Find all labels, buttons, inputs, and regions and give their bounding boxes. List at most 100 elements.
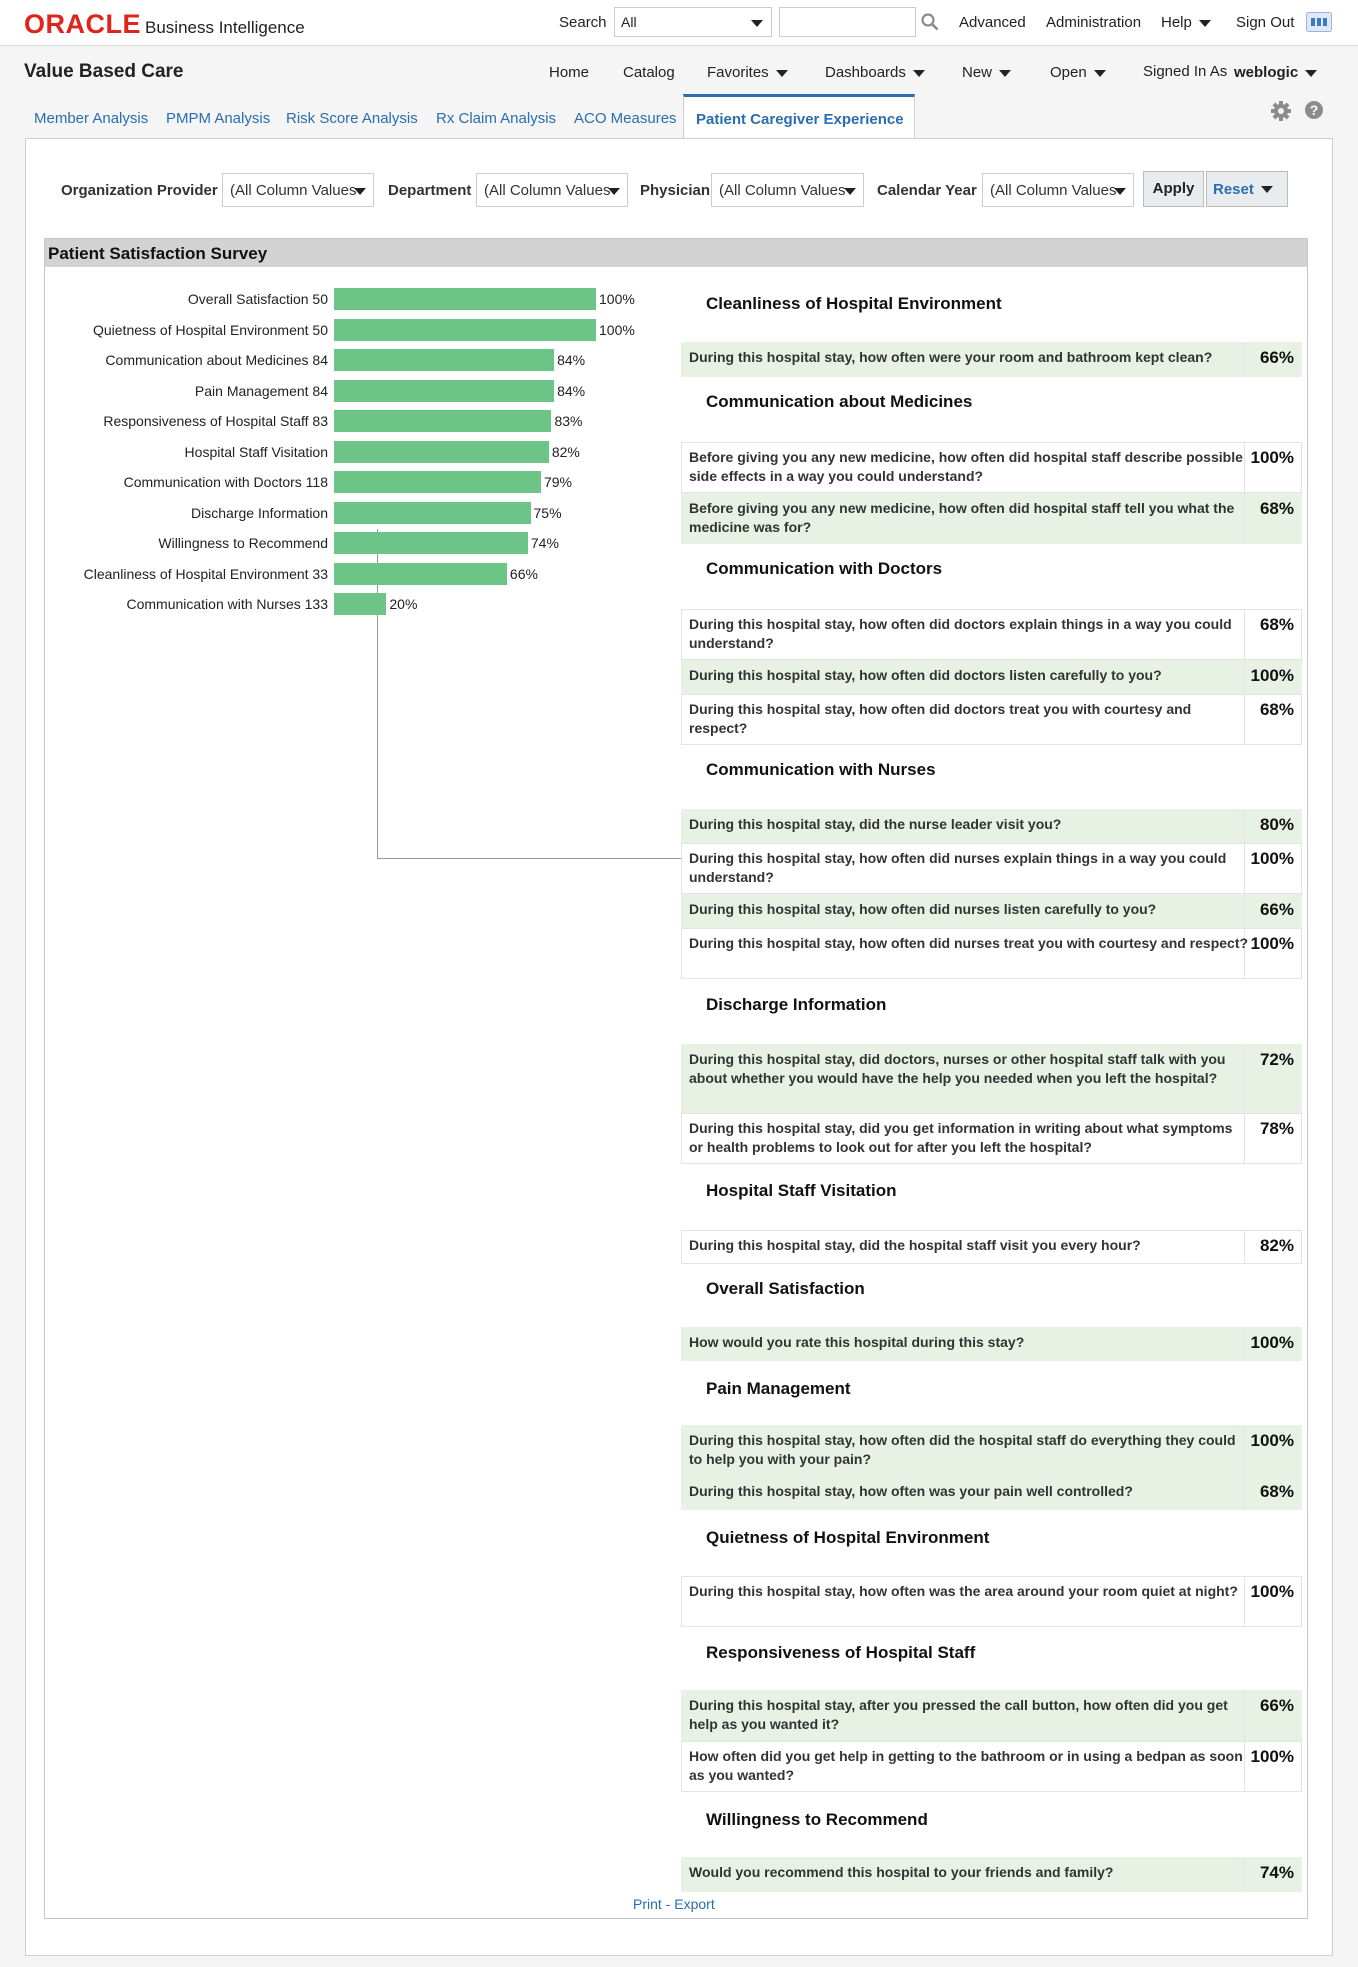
question-score: 100% [1250,1747,1294,1766]
section-title: Responsiveness of Hospital Staff [706,1643,976,1662]
prompt-year-select[interactable]: (All Column Values [982,173,1134,207]
search-input[interactable] [779,7,916,37]
column-divider [1244,661,1245,693]
tab-pmpm-analysis[interactable]: PMPM Analysis [166,110,271,127]
chart-bar[interactable] [334,562,507,585]
nav-catalog[interactable]: Catalog [623,64,675,81]
help-menu-label: Help [1161,14,1192,31]
bar-value-label: 75% [533,504,562,521]
question-score: 100% [1250,666,1294,685]
signed-in-label: Signed In As [1143,63,1228,80]
tab-patient-caregiver-experience[interactable]: Patient Caregiver Experience [683,94,915,139]
question-text: During this hospital stay, how often did… [689,701,1192,736]
survey-question-row: During this hospital stay, how often did… [681,894,1302,928]
prompt-phys-select[interactable]: (All Column Values [711,173,864,207]
prompt-org-select[interactable]: (All Column Values [222,173,374,207]
survey-question-row: During this hospital stay, how often was… [681,1476,1302,1510]
bar-value-label: 74% [530,535,559,551]
search-icon[interactable] [921,13,939,31]
chart-bar[interactable] [334,532,528,554]
column-divider [1244,929,1245,978]
column-divider [1244,443,1245,492]
chevron-down-icon [1305,69,1318,77]
column-divider [1244,1426,1245,1475]
svg-text:?: ? [1310,102,1319,118]
survey-question-row: During this hospital stay, after you pre… [681,1690,1302,1741]
chart-bar[interactable] [334,318,596,341]
question-score: 100% [1250,1582,1294,1601]
column-divider [1244,810,1245,842]
user-menu[interactable]: weblogic [1234,64,1318,81]
chevron-down-icon [1198,19,1211,27]
export-link[interactable]: Export [674,1896,715,1912]
chevron-down-icon [354,188,366,195]
chart-bar[interactable] [334,410,552,432]
chevron-down-icon [608,188,620,195]
question-text: During this hospital stay, how often was… [689,1483,1133,1499]
apply-button[interactable]: Apply [1143,171,1204,207]
question-text: How would you rate this hospital during … [689,1334,1025,1350]
tab-aco-measures[interactable]: ACO Measures [574,110,677,127]
question-score: 78% [1259,1119,1294,1138]
question-score: 80% [1259,815,1294,834]
column-divider [1244,494,1245,543]
nav-home[interactable]: Home [549,64,590,81]
gear-icon[interactable] [1270,100,1292,122]
column-divider [1244,1231,1245,1263]
app-switcher-icon[interactable] [1306,12,1332,32]
chart-bar[interactable] [334,288,596,310]
question-text: During this hospital stay, how often did… [689,850,1227,885]
section-title: Quietness of Hospital Environment [706,1528,990,1547]
question-score: 72% [1259,1050,1294,1069]
prompt-year-value: (All Column Values [990,182,1117,199]
survey-question-row: During this hospital stay, how often did… [681,660,1302,694]
section-title: Pain Management [706,1379,851,1398]
tab-active-label: Patient Caregiver Experience [696,111,904,128]
bar-category-label: Willingness to Recommend [158,535,328,551]
prompt-dept-select[interactable]: (All Column Values [476,173,628,207]
survey-question-row: During this hospital stay, how often was… [681,1576,1302,1627]
bar-value-label: 20% [389,596,418,612]
help-icon[interactable]: ? [1304,100,1324,120]
question-score: 68% [1259,615,1294,634]
chart-bar[interactable] [334,501,531,524]
question-score: 68% [1259,700,1294,719]
link-separator: - [661,1896,675,1912]
column-divider [1244,1328,1245,1360]
column-divider [1244,1114,1245,1163]
nav-new[interactable]: New [962,64,1012,81]
prompt-dept-value: (All Column Values [484,182,611,199]
chart-bar[interactable] [334,349,555,371]
question-text: Would you recommend this hospital to you… [689,1864,1114,1880]
section-title: Communication with Nurses [706,760,936,779]
nav-dashboards[interactable]: Dashboards [825,64,925,81]
sign-out-link[interactable]: Sign Out [1236,14,1295,31]
survey-question-row: How often did you get help in getting to… [681,1741,1302,1792]
reset-button[interactable]: Reset [1206,171,1288,207]
chart-bar[interactable] [334,440,549,463]
survey-question-row: During this hospital stay, how often did… [681,1425,1302,1476]
chart-bar[interactable] [334,593,387,615]
search-label: Search [559,14,607,31]
column-divider [1244,895,1245,927]
nav-favorites[interactable]: Favorites [707,64,788,81]
question-text: During this hospital stay, how often did… [689,667,1162,683]
question-text: During this hospital stay, how often did… [689,901,1157,917]
nav-favorites-label: Favorites [707,64,769,81]
bar-category-label: Quietness of Hospital Environment 50 [92,321,328,338]
nav-open[interactable]: Open [1050,64,1106,81]
tab-member-analysis[interactable]: Member Analysis [34,110,149,127]
tab-rx-claim-analysis[interactable]: Rx Claim Analysis [436,110,557,127]
column-divider [1244,1691,1245,1740]
advanced-link[interactable]: Advanced [959,14,1026,31]
print-link[interactable]: Print [633,1896,662,1912]
help-menu[interactable]: Help [1161,14,1211,31]
oracle-logo: ORACLE Business Intelligence [24,9,305,40]
search-scope-select[interactable]: All [614,7,772,37]
nav-new-label: New [962,64,993,81]
chart-bar[interactable] [334,471,541,493]
administration-link[interactable]: Administration [1046,14,1142,31]
tab-risk-score-analysis[interactable]: Risk Score Analysis [286,110,418,127]
question-text: During this hospital stay, did doctors, … [689,1051,1226,1086]
chart-bar[interactable] [334,379,555,402]
